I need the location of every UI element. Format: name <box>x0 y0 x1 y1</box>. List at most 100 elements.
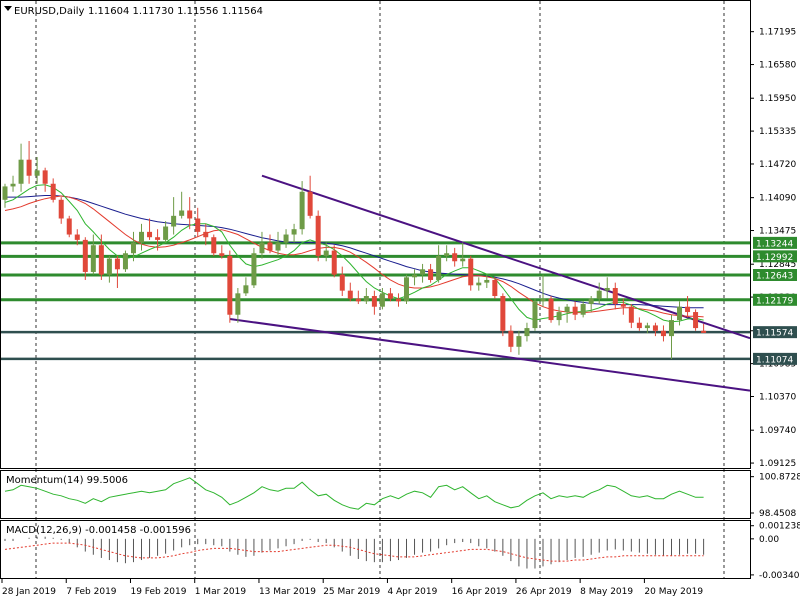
candle <box>98 234 104 280</box>
candle <box>259 231 265 259</box>
candle <box>500 293 506 337</box>
candle <box>564 304 570 323</box>
candle-body <box>460 258 466 262</box>
candle <box>219 245 225 259</box>
candle <box>404 274 409 305</box>
time-tick-label: 4 Apr 2019 <box>387 587 437 597</box>
candle-body <box>323 250 329 256</box>
candle <box>283 229 289 248</box>
candle <box>267 234 273 254</box>
candle-body <box>227 255 233 315</box>
time-tick-label: 26 Apr 2019 <box>516 587 572 597</box>
candle-body <box>620 304 626 307</box>
candle-body <box>636 322 642 329</box>
candle <box>636 317 642 331</box>
macd-signal-line <box>4 542 704 562</box>
candle-body <box>267 242 273 251</box>
candle-body <box>588 298 594 305</box>
candle-body <box>66 218 72 235</box>
candle <box>644 322 650 334</box>
candle <box>436 245 442 283</box>
price-tick-label: 1.17195 <box>759 28 796 38</box>
candle <box>452 247 458 267</box>
symbol-label: EURUSD,Daily <box>14 6 85 17</box>
candle <box>620 298 626 315</box>
candle <box>299 181 305 235</box>
level-label-1.12992: 1.12992 <box>756 253 793 263</box>
candle-body <box>155 237 161 240</box>
candle-body <box>42 170 48 184</box>
level-label-box <box>753 236 797 249</box>
candle <box>668 314 674 360</box>
momentum-tick-label: 100.8728 <box>759 473 800 483</box>
candle <box>66 215 72 238</box>
momentum-title: Momentum(14) 99.5006 <box>6 475 128 486</box>
candle <box>187 197 193 230</box>
time-scale[interactable]: 28 Jan 2019 7 Feb 2019 19 Feb 2019 1 Mar 20… <box>1 578 703 597</box>
time-tick-label: 13 Mar 2019 <box>259 587 316 597</box>
candle-body <box>259 242 265 254</box>
price-tick-label: 1.15335 <box>759 127 796 137</box>
candle-body <box>203 231 209 238</box>
candle-body <box>468 258 474 286</box>
dropdown-triangle-icon[interactable] <box>4 6 12 11</box>
candle <box>444 245 450 262</box>
candle-body <box>283 234 289 243</box>
candle <box>677 301 683 326</box>
candle-body <box>556 312 562 321</box>
candle-body <box>508 330 514 347</box>
candle-body <box>34 170 40 176</box>
candle <box>428 263 434 283</box>
time-tick-label: 28 Jan 2019 <box>2 587 56 597</box>
candle-body <box>26 159 32 176</box>
candle-body <box>363 296 369 302</box>
candle-body <box>612 287 618 305</box>
candle <box>323 242 329 262</box>
candle-body <box>50 183 56 200</box>
candle <box>532 298 538 331</box>
candle <box>130 231 136 262</box>
price-tick-label: 1.10370 <box>759 393 796 403</box>
candle <box>203 223 209 246</box>
level-labels: 1.13244 1.12992 1.12643 1.12179 1.11574 1.110… <box>753 236 797 365</box>
candles <box>2 140 707 360</box>
candle <box>10 175 16 192</box>
candle-body <box>387 293 393 299</box>
candle <box>660 325 666 342</box>
time-tick-label: 19 Feb 2019 <box>130 587 186 597</box>
candle <box>291 223 297 243</box>
level-label-1.13244: 1.13244 <box>756 239 793 249</box>
candle-body <box>275 242 281 251</box>
level-label-1.12179: 1.12179 <box>756 296 793 306</box>
candle <box>331 245 337 278</box>
candle-body <box>106 258 112 275</box>
candle-body <box>492 279 498 297</box>
candle <box>540 274 546 307</box>
candle <box>307 175 313 219</box>
momentum-indicator <box>4 477 704 510</box>
candle-body <box>291 229 297 235</box>
candle <box>315 210 321 262</box>
level-label-box <box>753 269 797 282</box>
ma-slow-line <box>5 195 704 309</box>
price-channel[interactable] <box>229 174 751 392</box>
candle <box>122 250 128 272</box>
candle <box>163 221 169 243</box>
candle <box>596 282 602 305</box>
candle <box>74 229 80 246</box>
candle <box>508 325 514 353</box>
candle-body <box>371 296 377 307</box>
level-label-box <box>753 250 797 263</box>
candle <box>371 290 377 315</box>
candle <box>476 277 482 291</box>
candle <box>468 255 474 291</box>
candle <box>484 274 490 288</box>
candle <box>147 218 153 240</box>
moving-averages <box>4 184 704 323</box>
candle-body <box>171 215 177 227</box>
candle-body <box>564 306 570 313</box>
candle-body <box>524 328 530 337</box>
candle-body <box>516 336 522 347</box>
candle-body <box>604 287 610 291</box>
